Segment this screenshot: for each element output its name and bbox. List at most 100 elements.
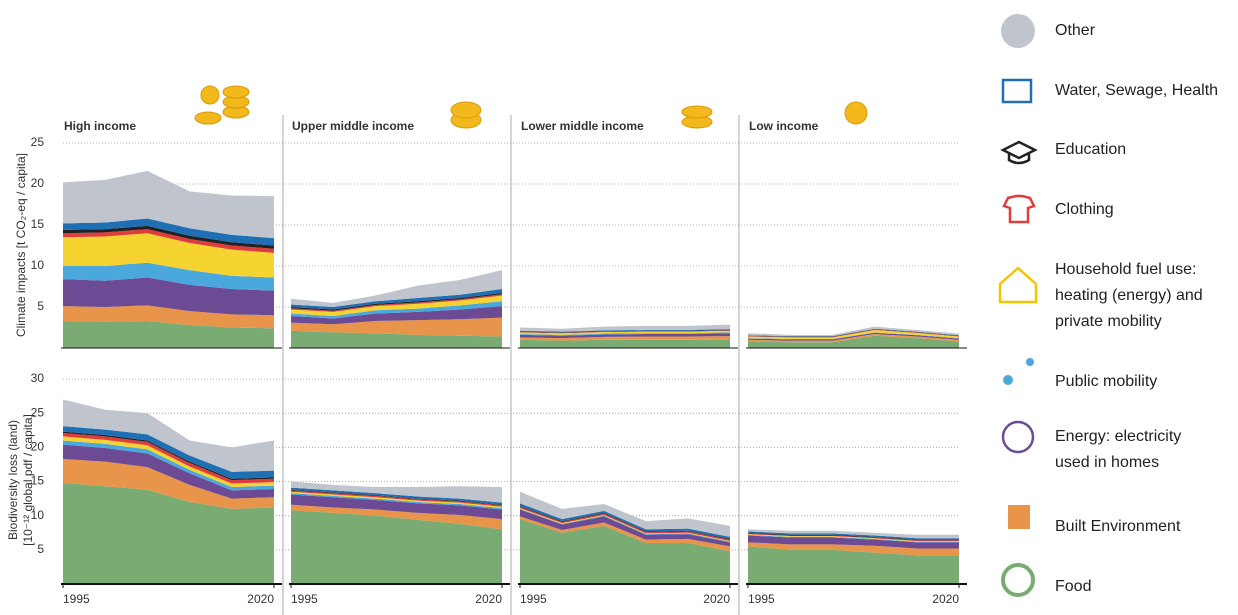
area	[520, 336, 730, 341]
legend-entry: Public mobility	[1055, 373, 1158, 390]
area	[63, 229, 274, 253]
area	[63, 440, 274, 491]
legend-entry: Built Environment	[1055, 518, 1181, 535]
dividers	[282, 115, 740, 615]
area	[291, 510, 502, 584]
y-tick-label: 10	[31, 258, 45, 272]
x-tick-label: 2020	[475, 592, 502, 606]
area	[520, 506, 730, 540]
y-axis-label: Climate impacts [t CO₂-eq / capita]	[14, 153, 28, 337]
area	[63, 320, 274, 348]
area	[520, 503, 730, 539]
area	[748, 529, 959, 539]
area	[291, 294, 502, 312]
area	[748, 535, 959, 549]
coins	[194, 85, 868, 129]
area	[291, 317, 502, 337]
area	[63, 444, 274, 499]
area	[520, 329, 730, 333]
area	[63, 233, 274, 278]
legend-entry: Food	[1055, 578, 1092, 595]
panel-title: Upper middle income	[292, 119, 414, 133]
area	[520, 330, 730, 335]
y-tick-label: 20	[31, 176, 45, 190]
icon-built	[1008, 505, 1030, 529]
x-tick-label: 2020	[703, 592, 730, 606]
icon-food	[1001, 563, 1035, 597]
legend-entry: Household fuel use: heating (energy) and…	[1055, 261, 1203, 330]
area	[520, 508, 730, 542]
legend-entry: Other	[1055, 22, 1096, 39]
y-axis-label: Biodiversity loss (land)	[6, 420, 20, 540]
area	[63, 436, 274, 487]
legend-entry: Water, Sewage, Health	[1055, 82, 1219, 99]
area	[291, 494, 502, 520]
area	[63, 277, 274, 316]
icon-water	[1001, 78, 1033, 104]
coin	[222, 85, 250, 99]
y-tick-label: 10	[31, 508, 45, 522]
area	[291, 306, 502, 325]
area	[63, 426, 274, 479]
legend-icons	[998, 14, 1038, 597]
area	[291, 493, 502, 510]
area	[291, 491, 502, 509]
area	[520, 339, 730, 348]
icon-clothing	[1002, 194, 1036, 224]
x-tick-label: 1995	[520, 592, 547, 606]
y-tick-label: 20	[31, 440, 45, 454]
area	[291, 270, 502, 307]
area	[520, 332, 730, 336]
area	[520, 506, 730, 541]
area	[520, 519, 730, 584]
y-tick-label: 25	[31, 405, 45, 419]
area	[520, 329, 730, 333]
area	[291, 288, 502, 310]
coin	[194, 111, 222, 125]
x-tick-label: 2020	[932, 592, 959, 606]
y-tick-label: 5	[37, 542, 44, 556]
area	[291, 487, 502, 505]
area	[748, 335, 959, 348]
area	[748, 328, 959, 337]
area	[520, 324, 730, 332]
area	[748, 329, 959, 339]
area	[748, 546, 959, 584]
icon-energy	[1001, 420, 1035, 454]
area	[748, 329, 959, 337]
area	[63, 458, 274, 509]
coin	[200, 85, 220, 105]
area	[63, 170, 274, 239]
x-tick-label: 2020	[247, 592, 274, 606]
area	[63, 218, 274, 246]
area	[520, 333, 730, 339]
y-tick-label: 30	[31, 371, 45, 385]
y-tick-label: 25	[31, 135, 45, 149]
coin	[681, 105, 713, 119]
area	[748, 534, 959, 542]
panel-title: Low income	[749, 119, 819, 133]
legend-entry: Energy: electricity used in homes	[1055, 428, 1182, 471]
area	[748, 329, 959, 338]
x-tick-label: 1995	[748, 592, 775, 606]
icon-public	[1003, 375, 1013, 385]
area	[291, 490, 502, 507]
y-tick-label: 15	[31, 217, 45, 231]
icon-household	[998, 266, 1038, 304]
y-tick-label: 5	[37, 299, 44, 313]
coin	[450, 101, 482, 119]
area	[748, 332, 959, 341]
area	[748, 542, 959, 556]
area	[291, 330, 502, 348]
panel-title: High income	[64, 119, 136, 133]
legend-entry: Clothing	[1055, 201, 1114, 218]
area	[748, 334, 959, 343]
area	[63, 432, 274, 484]
area	[63, 305, 274, 329]
icon-other	[1001, 14, 1035, 48]
area	[748, 326, 959, 337]
area	[520, 509, 730, 547]
area	[748, 533, 959, 541]
